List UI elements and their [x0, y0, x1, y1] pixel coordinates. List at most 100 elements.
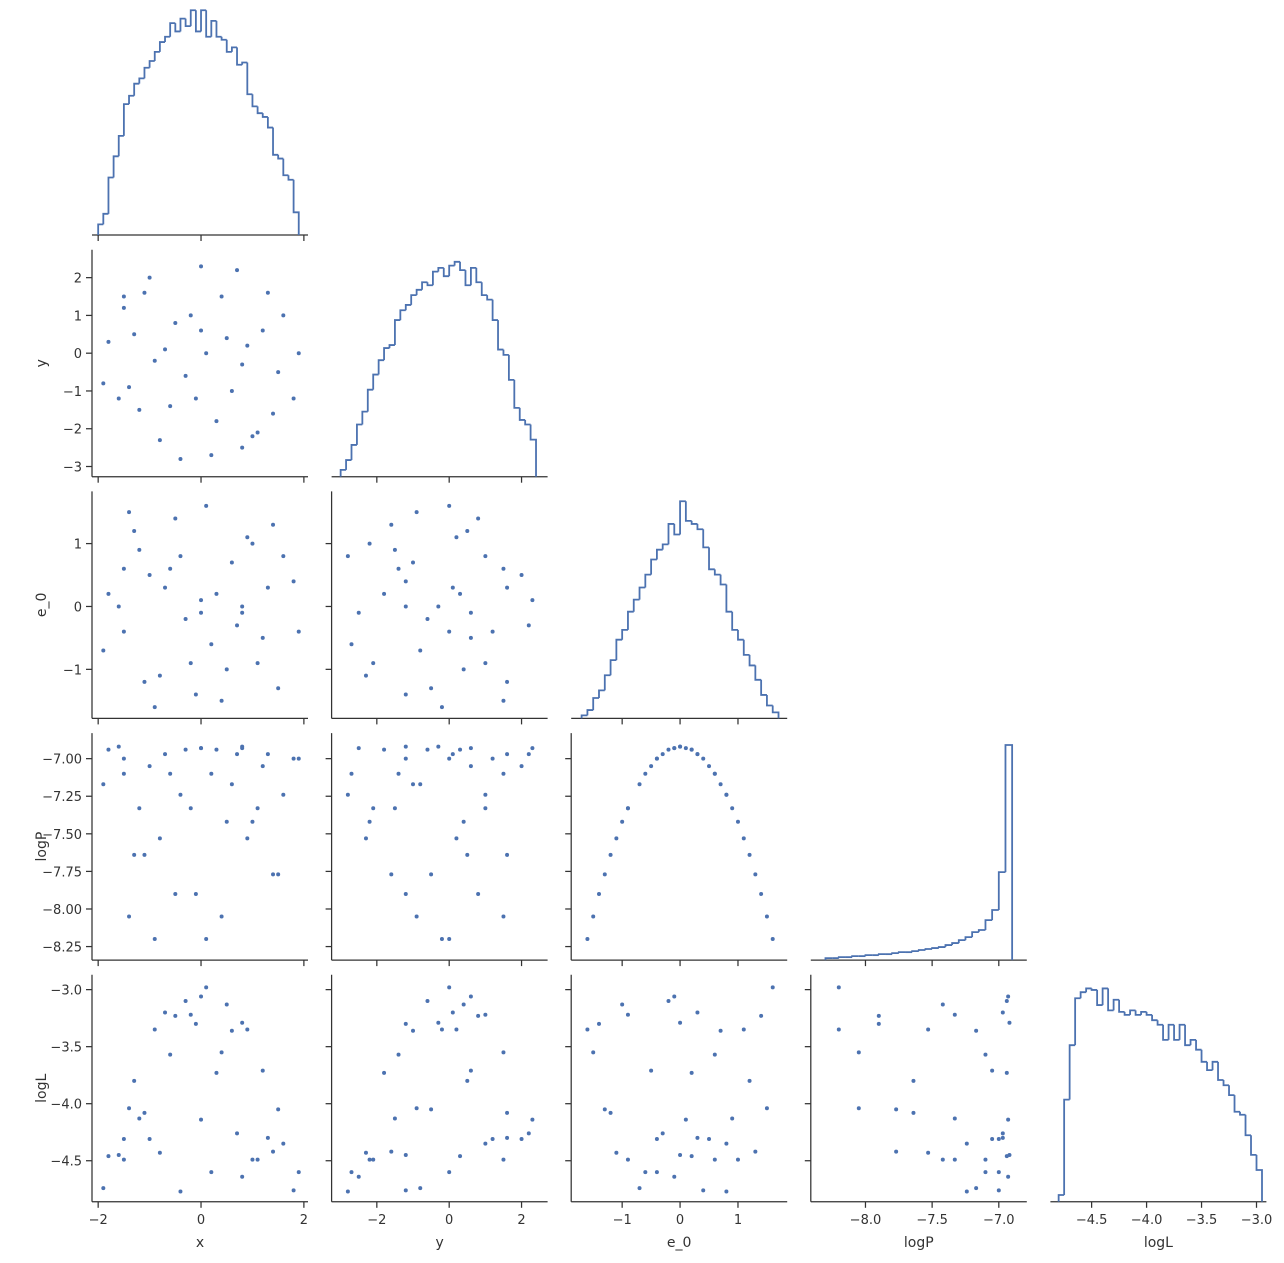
scatter-point [753, 872, 758, 877]
x-tick-label: 0 [197, 1213, 205, 1228]
scatter-point [193, 1021, 198, 1026]
scatter-point [747, 852, 752, 857]
scatter-point [468, 746, 473, 751]
hist-bin [690, 520, 698, 525]
scatter-point [137, 407, 142, 412]
scatter-point [121, 629, 126, 634]
hist-bin [713, 569, 721, 576]
scatter-point [585, 1027, 590, 1032]
y-tick-label: 2 [74, 272, 82, 287]
hist-bin [638, 586, 646, 600]
x-axis-label: x [196, 1235, 204, 1251]
scatter-point [163, 585, 168, 590]
scatter-point [349, 771, 354, 776]
scatter-point [678, 1020, 683, 1025]
scatter-point [718, 782, 723, 787]
scatter-point [157, 1150, 162, 1155]
hist-bin [627, 610, 634, 630]
hist-bin [153, 50, 160, 61]
hist-bin [1189, 1038, 1197, 1046]
hist-bin [410, 294, 417, 305]
hist-bin [592, 697, 599, 711]
scatter-point [759, 891, 764, 896]
scatter-point [876, 1013, 881, 1018]
hist-bin [824, 957, 833, 961]
scatter-point [265, 290, 270, 295]
hist-bin [1096, 989, 1103, 1006]
hist-bin [502, 349, 509, 356]
scatter-point [271, 872, 276, 877]
scatter-point [770, 937, 775, 942]
hist-bin [586, 709, 594, 716]
scatter-point [265, 1135, 270, 1140]
hist-bin [1112, 998, 1120, 1011]
y-tick-label: −3.5 [50, 1041, 82, 1056]
scatter-point [672, 746, 677, 751]
y-tick-label: 1 [74, 309, 82, 324]
scatter-point [501, 1157, 506, 1162]
scatter-point [940, 1157, 945, 1162]
scatter-point [591, 1050, 596, 1055]
scatter-point [209, 771, 214, 776]
scatter-point [219, 1050, 224, 1055]
scatter-point [724, 1141, 729, 1146]
scatter-point [193, 891, 198, 896]
hist-bin [107, 176, 114, 214]
scatter-point [770, 985, 775, 990]
hist-bin [158, 41, 166, 52]
scatter-point [505, 752, 510, 757]
scatter-point [926, 1150, 931, 1155]
hist-bin [266, 116, 274, 129]
scatter-point [483, 1012, 488, 1017]
scatter-point [137, 1116, 142, 1121]
scatter-point [183, 747, 188, 752]
hist-bin [282, 158, 289, 177]
hist-bin [766, 694, 773, 707]
hist-bin [432, 270, 439, 286]
scatter-point [403, 1188, 408, 1193]
hist-bin [891, 952, 899, 955]
hist-bin [350, 444, 357, 461]
x-tick-label: −4.5 [1076, 1213, 1108, 1228]
hist-bin [513, 379, 520, 409]
scatter-point [468, 994, 473, 999]
scatter-point [132, 529, 137, 534]
y-tick-label: −7.25 [42, 790, 82, 805]
scatter-point [519, 764, 524, 769]
scatter-point [1006, 1117, 1011, 1122]
scatter-point [173, 891, 178, 896]
scatter-point [193, 692, 198, 697]
scatter-point [229, 388, 234, 393]
scatter-point [637, 782, 642, 787]
hist-bin [673, 523, 681, 536]
y-tick-label: −8.00 [42, 903, 82, 918]
hist-bin [696, 523, 704, 531]
scatter-point [447, 985, 452, 990]
scatter-point [214, 591, 219, 596]
scatter-point [490, 629, 495, 634]
hist-bin [1140, 1010, 1147, 1015]
scatter-point [152, 358, 157, 363]
scatter-point [458, 591, 463, 596]
scatter-point [250, 1157, 255, 1162]
scatter-point [382, 1070, 387, 1075]
scatter-point [240, 1174, 245, 1179]
hist-bin [1101, 987, 1109, 1006]
scatter-point [425, 999, 430, 1004]
scatter-point [1000, 1135, 1005, 1140]
scatter-point [271, 1149, 276, 1154]
scatter-point [291, 756, 296, 761]
scatter-point [137, 547, 142, 552]
scatter-point [209, 642, 214, 647]
scatter-point [204, 985, 209, 990]
scatter-point [672, 1174, 677, 1179]
scatter-point [173, 516, 178, 521]
x-tick-label: 0 [445, 1213, 453, 1228]
scatter-point [519, 1137, 524, 1142]
scatter-point [856, 1106, 861, 1111]
scatter-point [591, 914, 596, 919]
scatter-point [224, 819, 229, 824]
scatter-point [596, 1021, 601, 1026]
scatter-point [996, 1137, 1001, 1142]
hist-bin [1178, 1023, 1186, 1040]
